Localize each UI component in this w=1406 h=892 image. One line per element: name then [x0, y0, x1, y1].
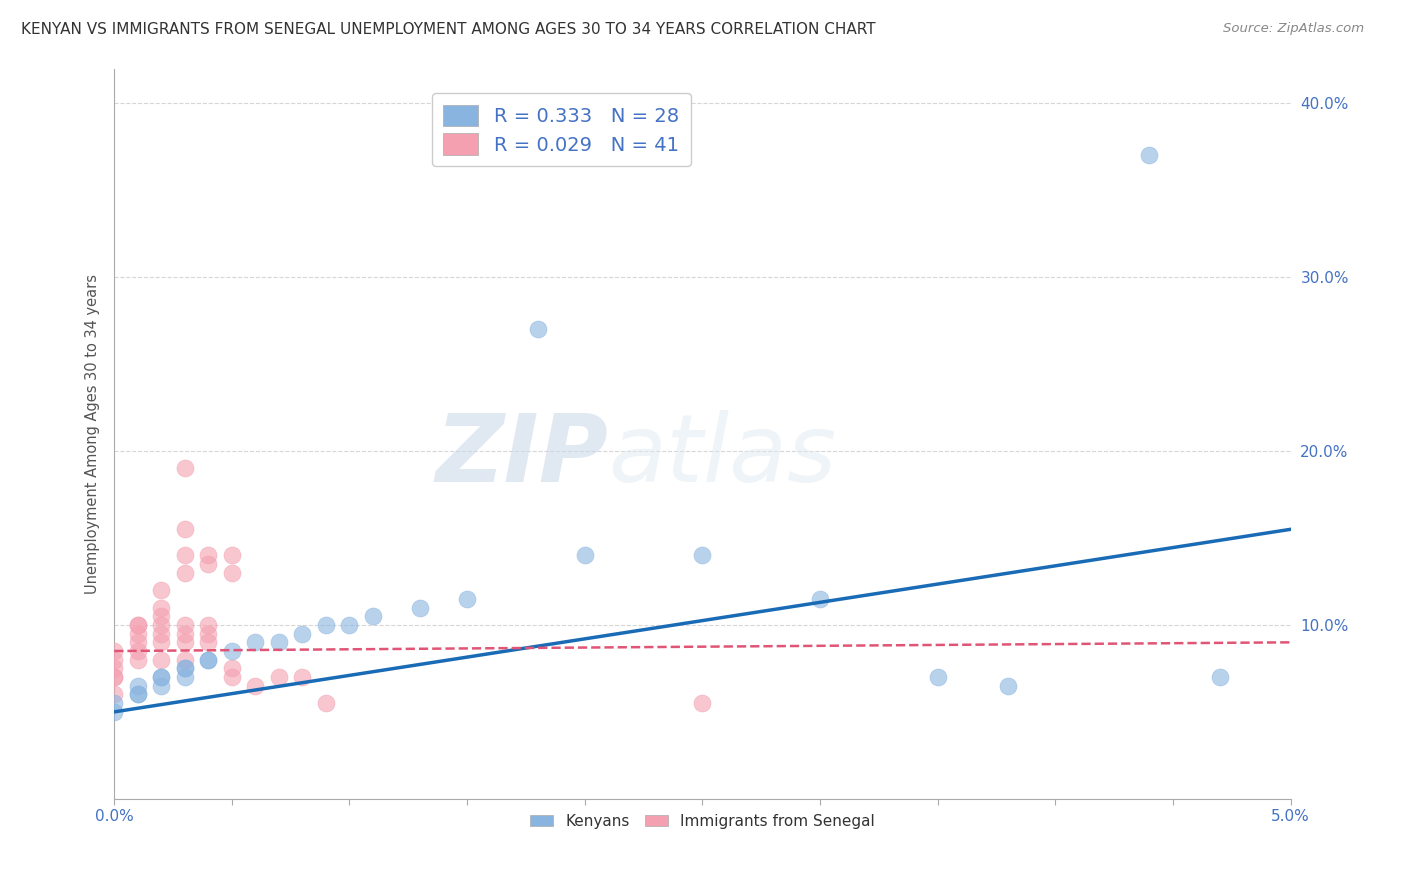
Point — [197, 549, 219, 563]
Point — [197, 653, 219, 667]
Point — [197, 653, 219, 667]
Text: Source: ZipAtlas.com: Source: ZipAtlas.com — [1223, 22, 1364, 36]
Point — [173, 661, 195, 675]
Point — [173, 549, 195, 563]
Point — [221, 661, 243, 675]
Point — [1139, 148, 1161, 162]
Point — [127, 688, 149, 702]
Point — [150, 670, 173, 684]
Point — [526, 322, 548, 336]
Point — [291, 626, 314, 640]
Point — [315, 618, 337, 632]
Text: ZIP: ZIP — [436, 409, 609, 501]
Point — [127, 635, 149, 649]
Point — [173, 522, 195, 536]
Point — [291, 670, 314, 684]
Point — [103, 705, 125, 719]
Point — [339, 618, 361, 632]
Point — [150, 583, 173, 598]
Text: atlas: atlas — [609, 410, 837, 501]
Point — [127, 688, 149, 702]
Point — [692, 696, 714, 710]
Point — [173, 670, 195, 684]
Point — [150, 679, 173, 693]
Point — [127, 626, 149, 640]
Point — [197, 557, 219, 571]
Point — [150, 635, 173, 649]
Point — [173, 653, 195, 667]
Point — [150, 600, 173, 615]
Point — [574, 549, 596, 563]
Point — [127, 653, 149, 667]
Point — [173, 566, 195, 580]
Point — [103, 653, 125, 667]
Point — [173, 635, 195, 649]
Point — [692, 549, 714, 563]
Point — [245, 635, 267, 649]
Point — [927, 670, 949, 684]
Point — [173, 461, 195, 475]
Point — [315, 696, 337, 710]
Point — [808, 591, 831, 606]
Point — [197, 626, 219, 640]
Point — [221, 549, 243, 563]
Point — [103, 670, 125, 684]
Point — [103, 670, 125, 684]
Point — [103, 696, 125, 710]
Point — [127, 644, 149, 658]
Text: KENYAN VS IMMIGRANTS FROM SENEGAL UNEMPLOYMENT AMONG AGES 30 TO 34 YEARS CORRELA: KENYAN VS IMMIGRANTS FROM SENEGAL UNEMPL… — [21, 22, 876, 37]
Point — [1209, 670, 1232, 684]
Point — [150, 609, 173, 624]
Point — [150, 653, 173, 667]
Point — [103, 688, 125, 702]
Point — [103, 644, 125, 658]
Point — [127, 618, 149, 632]
Y-axis label: Unemployment Among Ages 30 to 34 years: Unemployment Among Ages 30 to 34 years — [86, 274, 100, 594]
Point — [221, 566, 243, 580]
Point — [173, 661, 195, 675]
Point — [409, 600, 432, 615]
Point — [997, 679, 1019, 693]
Point — [173, 618, 195, 632]
Point — [150, 626, 173, 640]
Point — [103, 661, 125, 675]
Point — [127, 618, 149, 632]
Point — [173, 626, 195, 640]
Point — [361, 609, 384, 624]
Point — [150, 618, 173, 632]
Point — [221, 644, 243, 658]
Legend: Kenyans, Immigrants from Senegal: Kenyans, Immigrants from Senegal — [524, 808, 880, 835]
Point — [267, 635, 290, 649]
Point — [245, 679, 267, 693]
Point — [197, 618, 219, 632]
Point — [221, 670, 243, 684]
Point — [150, 670, 173, 684]
Point — [127, 679, 149, 693]
Point — [267, 670, 290, 684]
Point — [456, 591, 478, 606]
Point — [197, 635, 219, 649]
